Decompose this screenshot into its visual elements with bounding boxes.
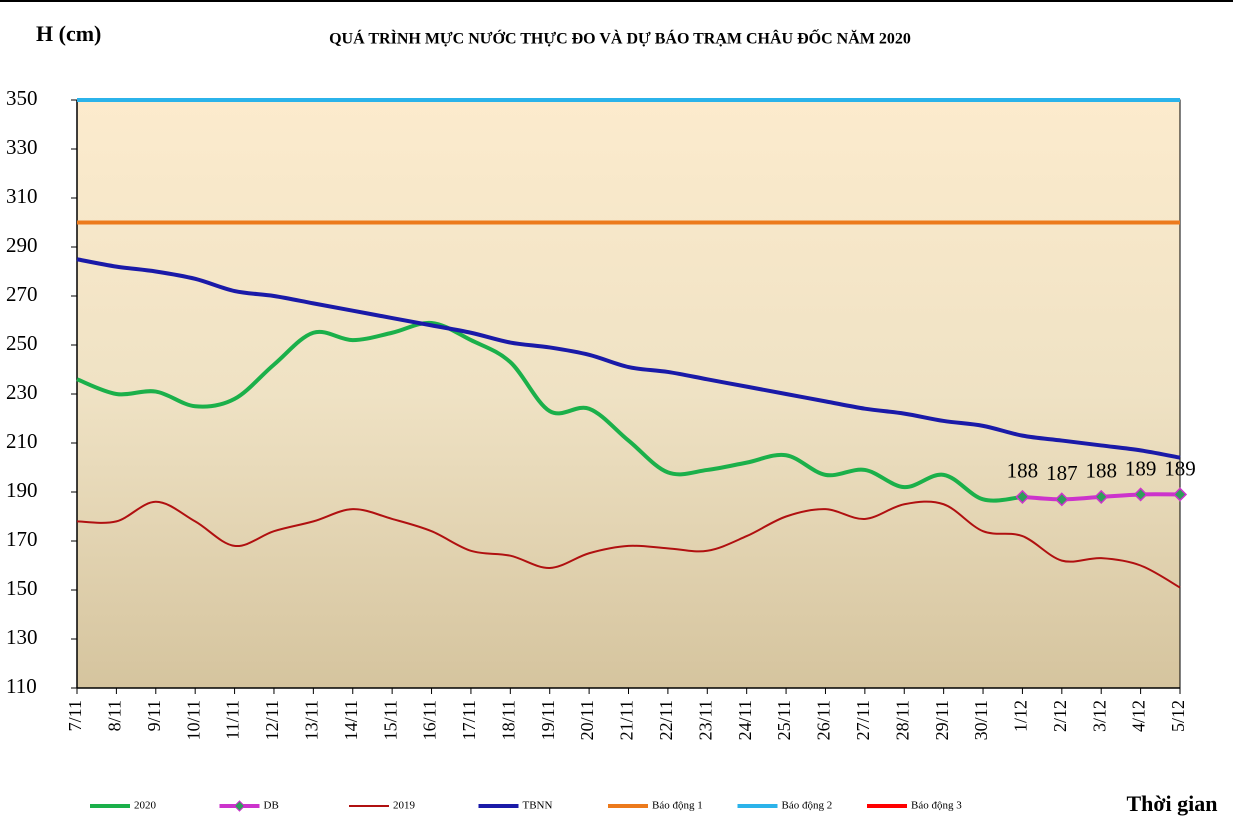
line-series <box>76 257 1181 460</box>
y-axis-label: H (cm) <box>36 21 101 46</box>
x-tick-label: 22/11 <box>656 700 676 740</box>
data-label: 188 <box>1007 459 1039 483</box>
x-tick-label: 23/11 <box>695 700 715 740</box>
x-tick-label: 18/11 <box>498 700 518 740</box>
legend-label: Báo động 2 <box>782 800 833 812</box>
x-tick-label: 12/11 <box>262 700 282 740</box>
x-tick-label: 30/11 <box>971 700 991 740</box>
x-tick-label: 26/11 <box>814 700 834 740</box>
x-tick-label: 9/11 <box>144 700 164 731</box>
y-tick-label: 290 <box>6 233 38 257</box>
x-tick-label: 8/11 <box>105 700 125 731</box>
x-tick-label: 1/12 <box>1011 700 1031 732</box>
x-tick-label: 21/11 <box>617 700 637 740</box>
marker <box>1054 492 1069 507</box>
legend-label: Báo động 1 <box>652 800 703 812</box>
y-tick-label: 210 <box>6 429 38 453</box>
x-axis-label: Thời gian <box>1126 791 1217 816</box>
legend-label: DB <box>264 800 279 812</box>
legend-label: 2020 <box>134 800 157 812</box>
y-tick-label: 350 <box>6 86 38 110</box>
data-label: 189 <box>1125 456 1157 480</box>
line-series <box>76 500 1181 589</box>
legend-marker <box>233 800 246 812</box>
legend-label: Báo động 3 <box>911 800 962 812</box>
x-tick-label: 27/11 <box>853 700 873 740</box>
x-tick-label: 19/11 <box>538 700 558 740</box>
y-tick-label: 270 <box>6 282 38 306</box>
x-tick-label: 17/11 <box>459 700 479 740</box>
y-tick-label: 310 <box>6 184 38 208</box>
x-tick-label: 5/12 <box>1168 700 1188 732</box>
x-tick-label: 28/11 <box>892 700 912 740</box>
line-series <box>76 320 1023 503</box>
y-tick-label: 150 <box>6 576 38 600</box>
y-tick-label: 330 <box>6 135 38 159</box>
y-tick-label: 110 <box>6 674 37 698</box>
legend-label: 2019 <box>393 800 416 812</box>
marker <box>1172 487 1188 502</box>
x-tick-label: 11/11 <box>223 700 243 740</box>
y-tick-label: 190 <box>6 478 38 502</box>
y-tick-label: 230 <box>6 380 38 404</box>
marker <box>1094 489 1109 504</box>
x-tick-label: 25/11 <box>774 700 794 740</box>
marker <box>1133 487 1148 502</box>
x-tick-label: 10/11 <box>183 700 203 740</box>
x-tick-label: 20/11 <box>577 700 597 740</box>
x-tick-label: 16/11 <box>420 700 440 740</box>
x-tick-label: 15/11 <box>380 700 400 740</box>
data-label: 189 <box>1164 456 1196 480</box>
x-tick-label: 3/12 <box>1089 700 1109 732</box>
x-tick-label: 4/12 <box>1129 700 1149 732</box>
x-tick-label: 2/12 <box>1050 700 1070 732</box>
y-tick-label: 250 <box>6 331 38 355</box>
marker <box>1015 489 1030 504</box>
x-tick-label: 13/11 <box>301 700 321 740</box>
x-tick-label: 14/11 <box>341 700 361 740</box>
chart-title: QUÁ TRÌNH MỰC NƯỚC THỰC ĐO VÀ DỰ BÁO TRẠ… <box>329 28 911 48</box>
x-tick-label: 7/11 <box>65 700 85 731</box>
y-tick-label: 170 <box>6 527 38 551</box>
y-tick-label: 130 <box>6 625 38 649</box>
legend-label: TBNN <box>523 800 553 812</box>
x-tick-label: 29/11 <box>932 700 952 740</box>
x-tick-label: 24/11 <box>735 700 755 740</box>
data-label: 187 <box>1046 461 1078 485</box>
data-label: 188 <box>1085 459 1117 483</box>
